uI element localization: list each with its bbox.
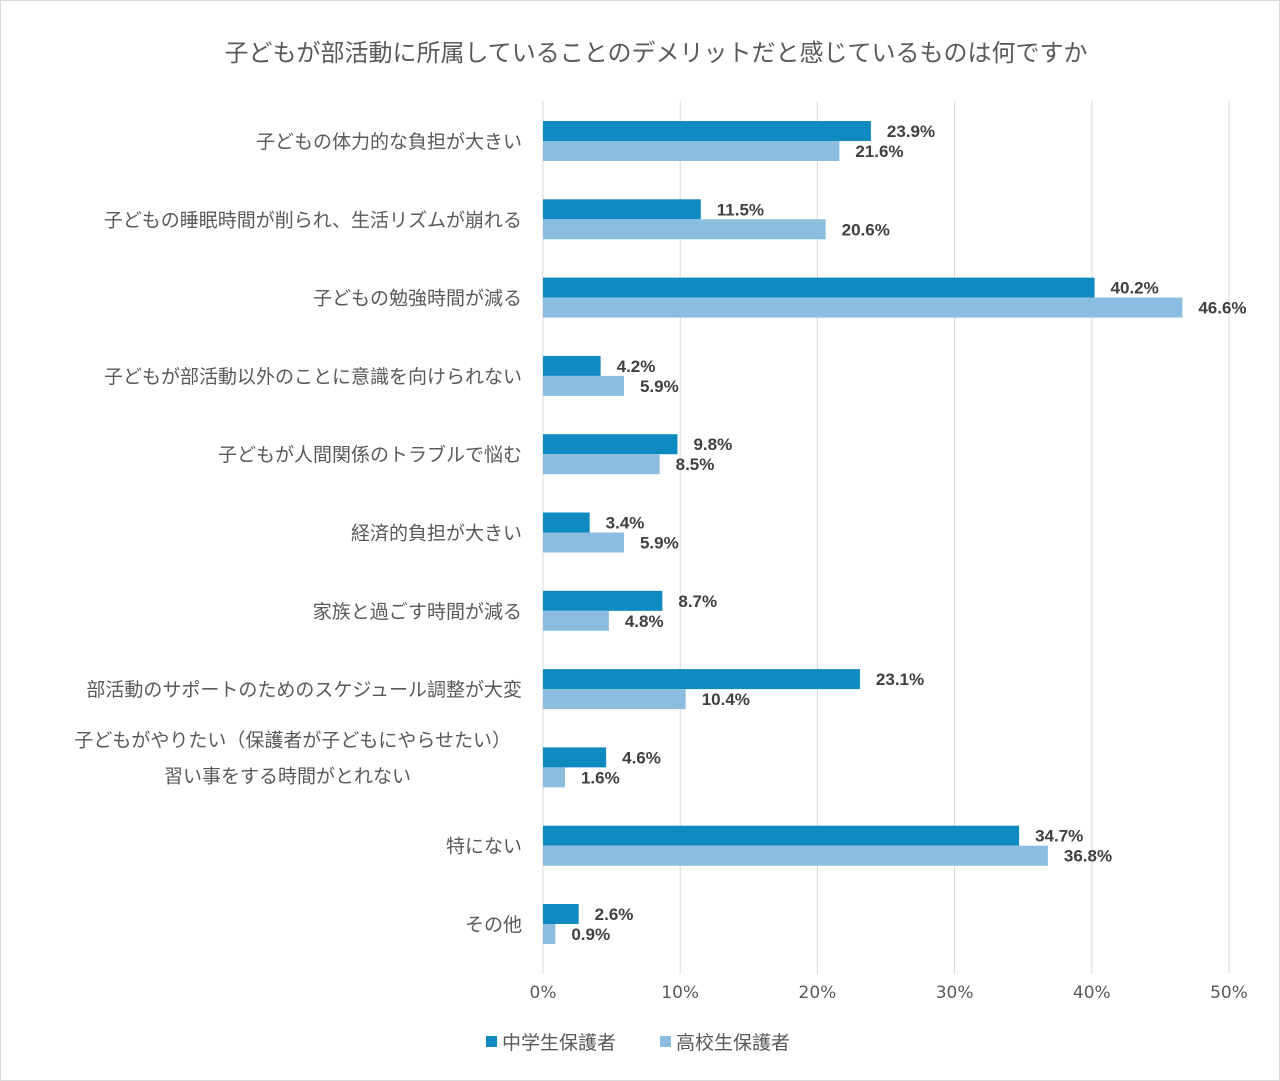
bar-junior-high: [543, 277, 1095, 298]
category-label: 子どもが人間関係のトラブルで悩む: [218, 443, 522, 466]
category-label: 経済的負担が大きい: [351, 523, 522, 545]
data-label: 46.6%: [1198, 299, 1246, 318]
bar-high-school: [543, 689, 686, 710]
data-label: 4.6%: [622, 748, 661, 767]
value-labels: 23.9% 11.5% 40.2% 4.2% 9.8% 3.4% 8.7% 23.1% 4.6%…: [571, 122, 1246, 944]
chart-title: 子どもが部活動に所属していることのデメリットだと感じているものは何ですか: [224, 39, 1087, 67]
category-label: 家族と過ごす時間が減る: [313, 601, 522, 623]
x-tick-label: 30%: [936, 983, 974, 1003]
data-label: 36.8%: [1064, 847, 1112, 866]
x-axis-ticks: 0% 10% 20% 30% 40% 50%: [530, 983, 1248, 1003]
bar-high-school: [543, 532, 624, 553]
data-label: 8.5%: [676, 455, 715, 474]
legend: 中学生保護者 高校生保護者: [486, 1032, 790, 1054]
data-label: 4.2%: [617, 357, 656, 376]
data-label: 9.8%: [693, 435, 732, 454]
data-label: 40.2%: [1111, 279, 1159, 298]
bar-high-school: [543, 375, 624, 396]
category-label: 子どもが部活動以外のことに意識を向けられない: [104, 366, 522, 388]
legend-swatch: [486, 1036, 497, 1047]
bar-high-school: [543, 141, 840, 161]
bar-high-school: [543, 219, 826, 240]
bar-junior-high: [543, 825, 1020, 846]
data-label: 10.4%: [702, 690, 750, 709]
data-label: 8.7%: [678, 592, 717, 611]
data-label: 5.9%: [640, 534, 679, 553]
bar-high-school: [543, 610, 609, 631]
bar-high-school: [543, 924, 556, 944]
category-label: 子どもの体力的な負担が大きい: [256, 131, 522, 153]
bar-high-school: [543, 297, 1183, 318]
bar-junior-high: [543, 434, 678, 455]
data-label: 34.7%: [1035, 827, 1083, 846]
category-label: 特にない: [446, 836, 522, 858]
data-label: 1.6%: [581, 768, 620, 787]
category-label: その他: [465, 914, 522, 936]
x-tick-label: 20%: [799, 983, 837, 1003]
bar-high-school: [543, 454, 660, 475]
bar-junior-high: [543, 512, 590, 533]
bar-junior-high: [543, 199, 701, 220]
category-label-line: 子どもがやりたい（保護者が子どもにやらせたい）: [74, 729, 511, 751]
bar-junior-high: [543, 904, 579, 924]
bar-high-school: [543, 845, 1048, 866]
data-label: 11.5%: [717, 200, 764, 219]
data-label: 0.9%: [571, 925, 610, 944]
bar-junior-high: [543, 669, 860, 690]
bar-junior-high: [543, 355, 601, 376]
data-label: 23.1%: [876, 670, 924, 689]
bars: [543, 121, 1183, 944]
category-labels: 子どもの体力的な負担が大きい子どもの睡眠時間が削られ、生活リズムが崩れる子どもの…: [74, 131, 522, 936]
data-label: 21.6%: [855, 142, 903, 161]
bar-junior-high: [543, 121, 871, 141]
data-label: 23.9%: [887, 122, 935, 141]
legend-label: 高校生保護者: [676, 1032, 790, 1054]
data-label: 3.4%: [606, 514, 645, 533]
category-label: 部活動のサポートのためのスケジュール調整が大変: [86, 679, 522, 701]
legend-swatch: [660, 1036, 671, 1047]
x-tick-label: 10%: [661, 983, 699, 1003]
data-label: 2.6%: [595, 905, 634, 924]
category-label-line: 習い事をする時間がとれない: [164, 765, 411, 787]
category-label: 子どもがやりたい（保護者が子どもにやらせたい） 習い事をする時間がとれない: [74, 729, 511, 787]
data-label: 20.6%: [842, 220, 890, 239]
data-label: 5.9%: [640, 377, 679, 396]
x-tick-label: 50%: [1210, 983, 1248, 1003]
bar-high-school: [543, 767, 565, 788]
x-tick-label: 40%: [1073, 983, 1111, 1003]
legend-label: 中学生保護者: [502, 1032, 616, 1054]
data-label: 4.8%: [625, 612, 664, 631]
category-label: 子どもの勉強時間が減る: [313, 288, 522, 310]
bar-junior-high: [543, 747, 607, 768]
bar-junior-high: [543, 590, 663, 611]
x-tick-label: 0%: [530, 983, 557, 1003]
category-label: 子どもの睡眠時間が削られ、生活リズムが崩れる: [104, 209, 522, 231]
